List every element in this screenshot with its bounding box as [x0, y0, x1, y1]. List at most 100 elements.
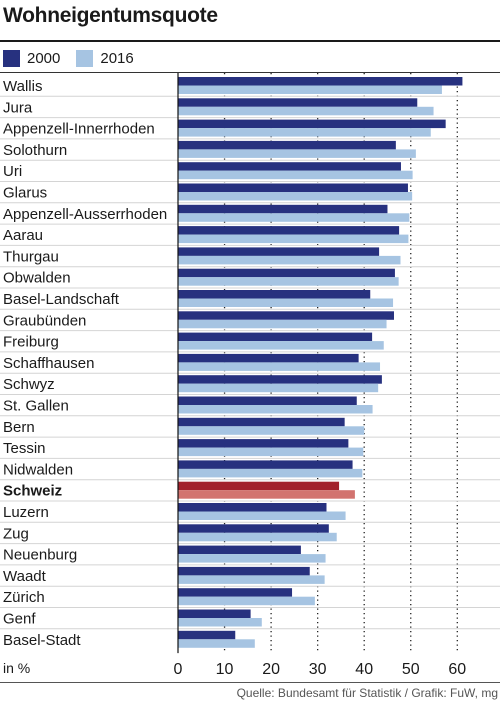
- bar-2000-12: [178, 332, 373, 342]
- bar-2000-1: [178, 98, 418, 107]
- bar-2016-15: [178, 405, 373, 414]
- legend-label-2000: 2000: [27, 49, 61, 67]
- bar-2016-6: [178, 213, 410, 222]
- bar-2000-16: [178, 417, 345, 427]
- category-label: Waadt: [3, 568, 47, 585]
- category-label: Aarau: [3, 227, 43, 244]
- legend-item-2016: 2016: [76, 49, 134, 67]
- bar-2016-9: [178, 277, 399, 286]
- bar-2016-8: [178, 255, 401, 265]
- category-label: Genf: [3, 611, 36, 628]
- legend-swatch-2016: [76, 49, 94, 67]
- legend: 2000 2016: [3, 48, 150, 68]
- category-label: St. Gallen: [3, 398, 69, 415]
- category-label: Wallis: [3, 78, 42, 95]
- legend-item-2000: 2000: [3, 49, 61, 67]
- category-label: Schwyz: [3, 376, 55, 393]
- x-tick-label: 30: [309, 661, 327, 678]
- category-label: Luzern: [3, 504, 49, 521]
- bar-2000-25: [178, 609, 251, 618]
- bar-2000-8: [178, 247, 380, 256]
- bar-2016-22: [178, 554, 326, 563]
- bar-2000-2: [178, 119, 446, 129]
- bar-2000-10: [178, 290, 371, 299]
- category-label: Basel-Stadt: [3, 632, 81, 649]
- bar-2000-11: [178, 311, 394, 320]
- bar-2016-25: [178, 618, 262, 627]
- bar-2016-14: [178, 383, 379, 393]
- bar-2016-7: [178, 234, 409, 244]
- bar-2016-17: [178, 447, 364, 457]
- category-label: Appenzell-Innerrhoden: [3, 121, 155, 138]
- unit-label: in %: [3, 660, 30, 676]
- bar-2000-21: [178, 524, 329, 533]
- bar-2016-20: [178, 511, 346, 520]
- bar-2016-2: [178, 128, 431, 137]
- bar-2016-24: [178, 596, 315, 606]
- bar-2000-6: [178, 204, 388, 214]
- bar-2000-9: [178, 268, 395, 278]
- bar-2000-26: [178, 630, 236, 640]
- category-label: Zürich: [3, 589, 45, 606]
- bar-2016-11: [178, 319, 387, 329]
- chart-title: Wohneigentumsquote: [3, 4, 218, 27]
- bar-2000-0: [178, 77, 463, 86]
- bar-2016-16: [178, 426, 365, 435]
- bar-2000-20: [178, 503, 327, 512]
- bar-2000-14: [178, 375, 382, 384]
- category-label: Glarus: [3, 185, 47, 202]
- category-label: Appenzell-Ausserrhoden: [3, 206, 167, 223]
- bar-2000-4: [178, 162, 401, 171]
- bar-2016-10: [178, 298, 394, 307]
- category-label: Nidwalden: [3, 461, 73, 478]
- bar-2000-7: [178, 226, 400, 235]
- bar-2000-22: [178, 545, 301, 555]
- source-note: Quelle: Bundesamt für Statistik / Grafik…: [236, 686, 498, 700]
- category-label: Jura: [3, 99, 33, 116]
- bar-2016-3: [178, 149, 416, 158]
- bar-2016-18: [178, 468, 363, 478]
- category-label: Schaffhausen: [3, 355, 94, 372]
- category-label: Thurgau: [3, 248, 59, 265]
- bar-2016-1: [178, 106, 434, 116]
- category-label: Bern: [3, 419, 35, 436]
- bar-2016-5: [178, 192, 413, 201]
- category-label: Solothurn: [3, 142, 67, 159]
- x-tick-label: 40: [355, 661, 373, 678]
- bar-2000-23: [178, 566, 310, 576]
- bar-2016-19: [178, 490, 355, 499]
- bar-2016-4: [178, 170, 413, 180]
- category-label: Obwalden: [3, 270, 71, 287]
- category-label: Graubünden: [3, 312, 86, 329]
- x-tick-label: 60: [448, 661, 466, 678]
- category-label: Tessin: [3, 440, 46, 457]
- x-tick-label: 50: [402, 661, 420, 678]
- bar-2000-24: [178, 588, 293, 597]
- bar-2000-13: [178, 353, 359, 363]
- bar-2000-17: [178, 439, 349, 448]
- category-label: Basel-Landschaft: [3, 291, 120, 308]
- bar-2000-3: [178, 140, 396, 150]
- category-label: Freiburg: [3, 334, 59, 351]
- bar-2016-12: [178, 341, 384, 350]
- x-tick-label: 10: [216, 661, 234, 678]
- bar-2000-19: [178, 481, 340, 491]
- category-label: Neuenburg: [3, 547, 77, 564]
- category-label: Uri: [3, 163, 22, 180]
- bar-2016-26: [178, 639, 255, 648]
- bar-2016-23: [178, 575, 325, 584]
- bar-2000-18: [178, 460, 353, 469]
- category-label: Zug: [3, 525, 29, 542]
- bar-2000-15: [178, 396, 357, 405]
- legend-label-2016: 2016: [100, 49, 134, 67]
- x-tick-label: 0: [174, 661, 183, 678]
- legend-swatch-2000: [3, 49, 20, 67]
- bar-2016-21: [178, 532, 337, 542]
- bar-2016-0: [178, 85, 442, 94]
- bar-2000-5: [178, 183, 408, 192]
- x-tick-label: 20: [262, 661, 280, 678]
- footer-rule: [0, 682, 500, 683]
- bar-2016-13: [178, 362, 381, 371]
- category-label: Schweiz: [3, 483, 62, 500]
